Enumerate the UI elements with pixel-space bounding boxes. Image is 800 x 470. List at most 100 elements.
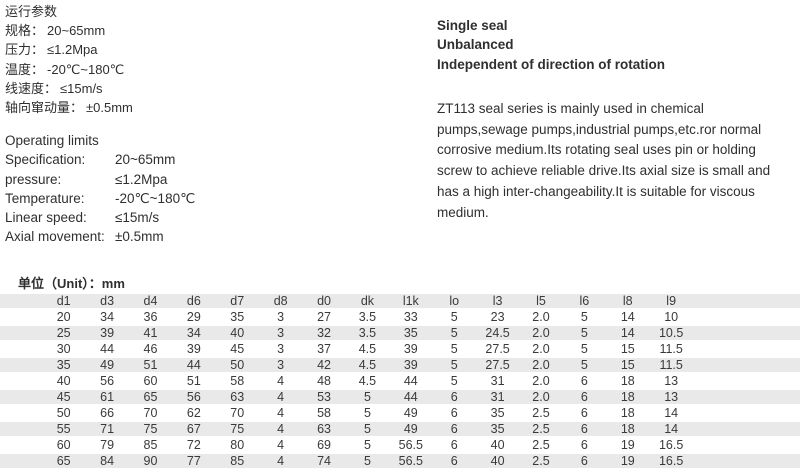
cell-l9: 16.5 — [649, 437, 693, 454]
limit-value: ≤15m/s — [115, 210, 160, 226]
row-tail-spacer — [692, 389, 800, 406]
cell-d1: 25 — [42, 325, 86, 342]
cell-d0: 58 — [302, 405, 346, 422]
cell-d0: 53 — [302, 389, 346, 406]
table-row: 65 84 90 77 85 4 74 5 56.5 6 40 2.5 6 19 16.5 — [0, 453, 800, 470]
cell-d6: 44 — [172, 357, 216, 374]
limit-value: ±0.5mm — [115, 229, 164, 245]
row-tail-spacer — [692, 325, 800, 342]
cell-d7: 75 — [215, 421, 259, 438]
cell-dk: 3.5 — [345, 309, 390, 326]
table-row: 25 39 41 34 40 3 32 3.5 35 5 24.5 2.0 5 14 10.5 — [0, 325, 800, 342]
table-lead-spacer — [0, 294, 42, 310]
cell-d3: 61 — [85, 389, 129, 406]
column-header-d4: d4 — [128, 294, 173, 310]
column-header-dk: dk — [345, 294, 390, 310]
param-label: 温度： — [5, 61, 45, 77]
cell-d3: 84 — [85, 453, 129, 470]
cell-l9: 10.5 — [649, 325, 693, 342]
row-tail-spacer — [692, 437, 800, 454]
row-tail-spacer — [692, 373, 800, 390]
cell-l3: 27.5 — [475, 341, 520, 358]
cell-lo: 5 — [432, 357, 476, 374]
limit-row-axial-movement: Axial movement: ±0.5mm — [5, 227, 195, 246]
table-body: 20 34 36 29 35 3 27 3.5 33 5 23 2.0 5 14 10 25 39 41 34 40 3… — [0, 309, 800, 470]
limit-label: Linear speed: — [5, 210, 87, 226]
cell-d7: 63 — [215, 389, 259, 406]
cell-lo: 6 — [432, 437, 476, 454]
cell-d7: 35 — [215, 309, 259, 326]
cell-l5: 2.0 — [519, 373, 563, 390]
cell-d1: 50 — [42, 405, 86, 422]
cell-l1k: 56.5 — [389, 453, 433, 470]
cell-d6: 29 — [172, 309, 216, 326]
cell-l5: 2.0 — [519, 309, 563, 326]
cell-d0: 42 — [302, 357, 346, 374]
cell-lo: 5 — [432, 341, 476, 358]
row-lead-spacer — [0, 421, 42, 438]
table-row: 20 34 36 29 35 3 27 3.5 33 5 23 2.0 5 14 10 — [0, 309, 800, 326]
limit-value: -20℃~180℃ — [115, 190, 196, 206]
cell-l8: 15 — [606, 341, 650, 358]
cell-l3: 40 — [475, 437, 520, 454]
unit-label: 单位（Unit）：mm — [18, 276, 125, 291]
cell-d7: 40 — [215, 325, 259, 342]
row-tail-spacer — [692, 453, 800, 470]
cell-l5: 2.0 — [519, 341, 563, 358]
column-header-l1k: l1k — [389, 294, 433, 310]
cell-l1k: 39 — [389, 357, 433, 374]
cell-l8: 19 — [606, 453, 650, 470]
operating-params-cn-title: 运行参数 — [5, 4, 58, 19]
cell-l3: 31 — [475, 389, 520, 406]
param-row-axial-movement: 轴向窜动量： ±0.5mm — [5, 98, 133, 117]
cell-d4: 51 — [128, 357, 173, 374]
cell-l6: 6 — [562, 453, 607, 470]
cell-d6: 51 — [172, 373, 216, 390]
cell-l1k: 56.5 — [389, 437, 433, 454]
cell-d6: 62 — [172, 405, 216, 422]
cell-dk: 4.5 — [345, 341, 390, 358]
limit-row-linear-speed: Linear speed: ≤15m/s — [5, 208, 195, 227]
cell-d4: 75 — [128, 421, 173, 438]
cell-d6: 72 — [172, 437, 216, 454]
cell-l6: 6 — [562, 405, 607, 422]
row-tail-spacer — [692, 421, 800, 438]
limit-value: 20~65mm — [115, 152, 176, 168]
cell-l9: 13 — [649, 373, 693, 390]
cell-l9: 13 — [649, 389, 693, 406]
cell-d0: 27 — [302, 309, 346, 326]
row-tail-spacer — [692, 341, 800, 358]
cell-d8: 3 — [258, 309, 303, 326]
cell-d3: 56 — [85, 373, 129, 390]
cell-l8: 18 — [606, 405, 650, 422]
feature-rotation-independent: Independent of direction of rotation — [437, 56, 665, 72]
cell-l3: 35 — [475, 421, 520, 438]
cell-d8: 3 — [258, 341, 303, 358]
param-value: ±0.5mm — [86, 100, 133, 116]
operating-limits-title: Operating limits — [5, 133, 99, 148]
row-lead-spacer — [0, 373, 42, 390]
cell-l3: 27.5 — [475, 357, 520, 374]
cell-l3: 40 — [475, 453, 520, 470]
cell-d3: 44 — [85, 341, 129, 358]
cell-d1: 45 — [42, 389, 86, 406]
cell-d4: 90 — [128, 453, 173, 470]
cell-l9: 14 — [649, 405, 693, 422]
cell-d6: 34 — [172, 325, 216, 342]
cell-l9: 11.5 — [649, 341, 693, 358]
column-header-l8: l8 — [606, 294, 650, 310]
cell-d1: 30 — [42, 341, 86, 358]
cell-l9: 10 — [649, 309, 693, 326]
cell-l6: 6 — [562, 389, 607, 406]
cell-d8: 4 — [258, 405, 303, 422]
column-header-d8: d8 — [258, 294, 303, 310]
cell-dk: 5 — [345, 405, 390, 422]
cell-l5: 2.5 — [519, 437, 563, 454]
cell-d3: 39 — [85, 325, 129, 342]
row-lead-spacer — [0, 437, 42, 454]
limit-row-pressure: pressure: ≤1.2Mpa — [5, 170, 195, 189]
param-label: 线速度： — [5, 80, 58, 96]
param-value: 20~65mm — [47, 23, 106, 39]
cell-lo: 6 — [432, 389, 476, 406]
cell-d8: 3 — [258, 357, 303, 374]
